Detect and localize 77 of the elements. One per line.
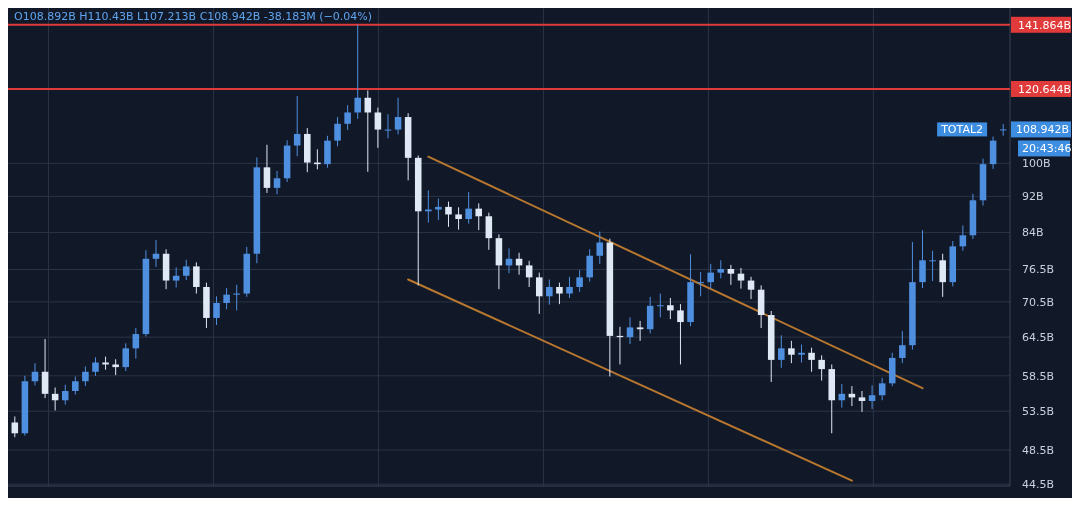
- text: 108.942B: [1016, 123, 1070, 137]
- candlestick: [152, 239, 160, 268]
- ref-line-label: 141.864B: [1018, 18, 1072, 32]
- candlestick: [939, 253, 946, 298]
- y-tick-label: 70.5B: [1022, 295, 1055, 309]
- candlestick: [788, 340, 795, 364]
- candlestick: [485, 212, 493, 251]
- candlestick: [727, 264, 735, 286]
- y-tick-label: 44.5B: [1022, 478, 1055, 492]
- candlestick: [576, 269, 583, 293]
- candlestick: [193, 261, 200, 295]
- annotation: O108.892B H110.43B L107.213B C108.942B -38.183M (−0.04%): [14, 9, 373, 23]
- y-tick-label: 48.5B: [1022, 443, 1055, 457]
- candlestick: [374, 107, 382, 149]
- candlestick: [61, 384, 69, 406]
- candlestick: [667, 297, 674, 320]
- candlestick: [596, 231, 604, 265]
- candlestick: [646, 296, 654, 334]
- candlestick: [182, 259, 190, 281]
- candlestick: [899, 330, 906, 364]
- candlestick: [11, 415, 19, 438]
- candlestick: [465, 191, 472, 225]
- candlestick: [213, 295, 220, 326]
- candlestick: [41, 338, 49, 399]
- candlestick: [475, 202, 483, 231]
- candlestick: [919, 229, 926, 289]
- y-tick-label: 76.5B: [1022, 263, 1055, 277]
- candlestick: [394, 97, 402, 135]
- candlestick: [959, 224, 967, 252]
- candlestick: [778, 334, 785, 369]
- candlestick: [636, 320, 644, 342]
- candlestick: [747, 276, 755, 300]
- candlestick: [657, 293, 664, 318]
- candlestick: [546, 278, 553, 306]
- y-tick-label: 58.5B: [1022, 369, 1055, 383]
- candlestick: [626, 316, 634, 345]
- y-tick-label: 84B: [1022, 226, 1044, 240]
- candlestick: [707, 263, 714, 290]
- candlestick: [334, 116, 341, 147]
- candlestick: [92, 356, 99, 377]
- candlestick: [172, 266, 180, 289]
- candlestick: [737, 267, 745, 290]
- candlestick: [989, 136, 997, 170]
- candlestick: [525, 260, 533, 288]
- candlestick: [717, 259, 725, 279]
- candlestick: [929, 250, 936, 282]
- candlestick: [556, 282, 563, 305]
- candlestick: [818, 354, 825, 382]
- candlestick: [677, 303, 684, 365]
- candlestick: [435, 198, 442, 221]
- candlestick: [445, 201, 452, 228]
- y-tick-label: 53.5B: [1022, 405, 1055, 419]
- candlestick: [72, 376, 79, 396]
- candlestick: [566, 276, 573, 299]
- candlestick: [808, 347, 815, 373]
- y-tick-label: 64.5B: [1022, 330, 1055, 344]
- candlestick: [82, 365, 89, 387]
- candlestick: [324, 135, 331, 169]
- candlestick: [535, 272, 543, 315]
- candlestick: [273, 170, 281, 195]
- candlestick: [455, 206, 462, 231]
- candlestick: [878, 377, 886, 401]
- candlestick: [344, 104, 351, 131]
- candlestick: [868, 384, 876, 410]
- candlestick: [858, 390, 866, 413]
- candlestick: [223, 287, 230, 310]
- candlestick: [263, 144, 271, 194]
- y-tick-label: 92B: [1022, 190, 1044, 204]
- candlestick: [293, 95, 301, 157]
- candlestick: [697, 271, 704, 297]
- annotation: TOTAL2: [940, 123, 984, 137]
- candlestick: [122, 342, 130, 372]
- ref-line-label: 120.644B: [1018, 82, 1072, 96]
- candlestick: [586, 248, 593, 283]
- candlestick: [233, 284, 240, 311]
- y-tick-label: 100B: [1022, 157, 1051, 171]
- candlestick: [354, 24, 361, 120]
